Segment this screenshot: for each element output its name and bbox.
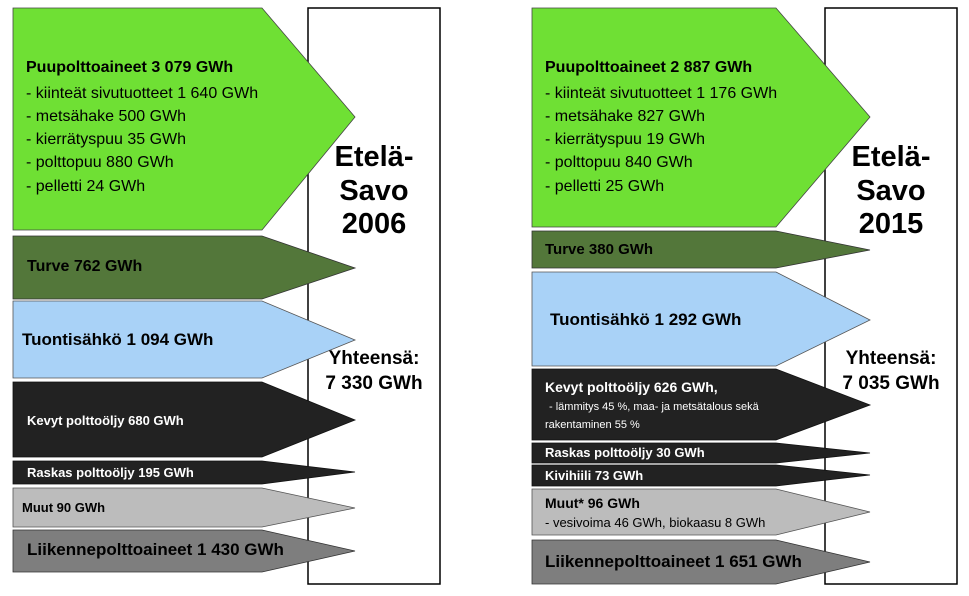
arrow-raskas-polttooljy-2015 xyxy=(531,442,871,464)
total-2015: Yhteensä: 7 035 GWh xyxy=(829,347,953,396)
sub-label: - polttopuu 840 GWh xyxy=(545,154,693,171)
sub-label: - pelletti 24 GWh xyxy=(26,178,146,195)
title-line: Etelä- xyxy=(851,141,931,173)
label-liikennepolttoaineet-2015: Liikennepolttoaineet 1 651 GWh xyxy=(545,552,802,571)
sub-label: - polttopuu 880 GWh xyxy=(26,154,174,171)
sub-label: - kierrätyspuu 19 GWh xyxy=(545,131,706,148)
arrow-kevyt-polttooljy-2015 xyxy=(531,368,872,441)
sub-label: - metsähake 500 GWh xyxy=(26,108,187,125)
sub-label: - lämmitys 45 %, maa- ja metsätalous sek… xyxy=(549,401,759,413)
arrow-liikennepolttoaineet-2006 xyxy=(12,529,356,573)
label-turve-2006: Turve 762 GWh xyxy=(27,258,143,275)
title-line: Savo xyxy=(856,174,926,207)
total-2006: Yhteensä: 7 330 GWh xyxy=(312,347,436,396)
label-puupolttoaineet-2015: Puupolttoaineet 2 887 GWh xyxy=(545,59,753,76)
label-liikennepolttoaineet-2006: Liikennepolttoaineet 1 430 GWh xyxy=(27,540,284,559)
arrow-turve-2015 xyxy=(531,230,871,269)
label-muut-2006: Muut 90 GWh xyxy=(22,500,106,515)
total-value: 7 035 GWh xyxy=(842,372,940,394)
title-line: 2006 xyxy=(341,208,407,241)
title-line: Etelä- xyxy=(334,141,414,173)
title-line: Savo xyxy=(339,174,409,207)
arrow-raskas-polttooljy-2006 xyxy=(12,460,356,485)
label-kevyt-polttooljy-2006: Kevyt polttoöljy 680 GWh xyxy=(27,413,184,428)
sub-label: - vesivoima 46 GWh, biokaasu 8 GWh xyxy=(545,515,766,530)
panel-title-2006: Etelä- Savo 2006 xyxy=(320,141,428,242)
arrow-muut-2006 xyxy=(12,487,356,528)
sub-label: - kierrätyspuu 35 GWh xyxy=(26,131,187,148)
sub-label: rakentaminen 55 % xyxy=(545,419,640,431)
panel-title-2015: Etelä- Savo 2015 xyxy=(837,141,945,242)
arrow-tuontisahko-2015 xyxy=(531,271,871,367)
label-muut-2015: Muut* 96 GWh xyxy=(545,495,640,511)
total-label: Yhteensä: xyxy=(845,348,937,369)
total-label: Yhteensä: xyxy=(328,348,420,369)
arrow-turve-2006 xyxy=(12,235,357,300)
label-kivihiili-2015: Kivihiili 73 GWh xyxy=(545,468,644,483)
label-tuontisahko-2006: Tuontisähkö 1 094 GWh xyxy=(22,330,214,349)
arrow-kevyt-polttooljy-2006 xyxy=(12,381,357,458)
arrow-muut-2015 xyxy=(531,488,871,536)
label-raskas-polttooljy-2015: Raskas polttoöljy 30 GWh xyxy=(545,445,705,460)
label-turve-2015: Turve 380 GWh xyxy=(545,241,654,258)
label-raskas-polttooljy-2006: Raskas polttoöljy 195 GWh xyxy=(27,465,194,480)
arrow-puupolttoaineet-2006 xyxy=(12,7,356,231)
sub-label: - metsähake 827 GWh xyxy=(545,108,706,125)
sub-label: - kiinteät sivutuotteet 1 640 GWh xyxy=(26,85,259,102)
arrow-puupolttoaineet-2015 xyxy=(531,7,871,228)
sub-label: - kiinteät sivutuotteet 1 176 GWh xyxy=(545,85,778,102)
label-puupolttoaineet-2006: Puupolttoaineet 3 079 GWh xyxy=(26,59,234,76)
title-line: 2015 xyxy=(858,208,924,241)
total-value: 7 330 GWh xyxy=(325,372,423,394)
sub-label: - pelletti 25 GWh xyxy=(545,178,665,195)
label-tuontisahko-2015: Tuontisähkö 1 292 GWh xyxy=(550,310,742,329)
label-kevyt-polttooljy-2015: Kevyt polttoöljy 626 GWh, xyxy=(545,379,718,395)
arrow-kivihiili-2015 xyxy=(531,464,871,487)
arrow-tuontisahko-2006 xyxy=(12,300,357,379)
arrow-liikennepolttoaineet-2015 xyxy=(531,539,871,585)
